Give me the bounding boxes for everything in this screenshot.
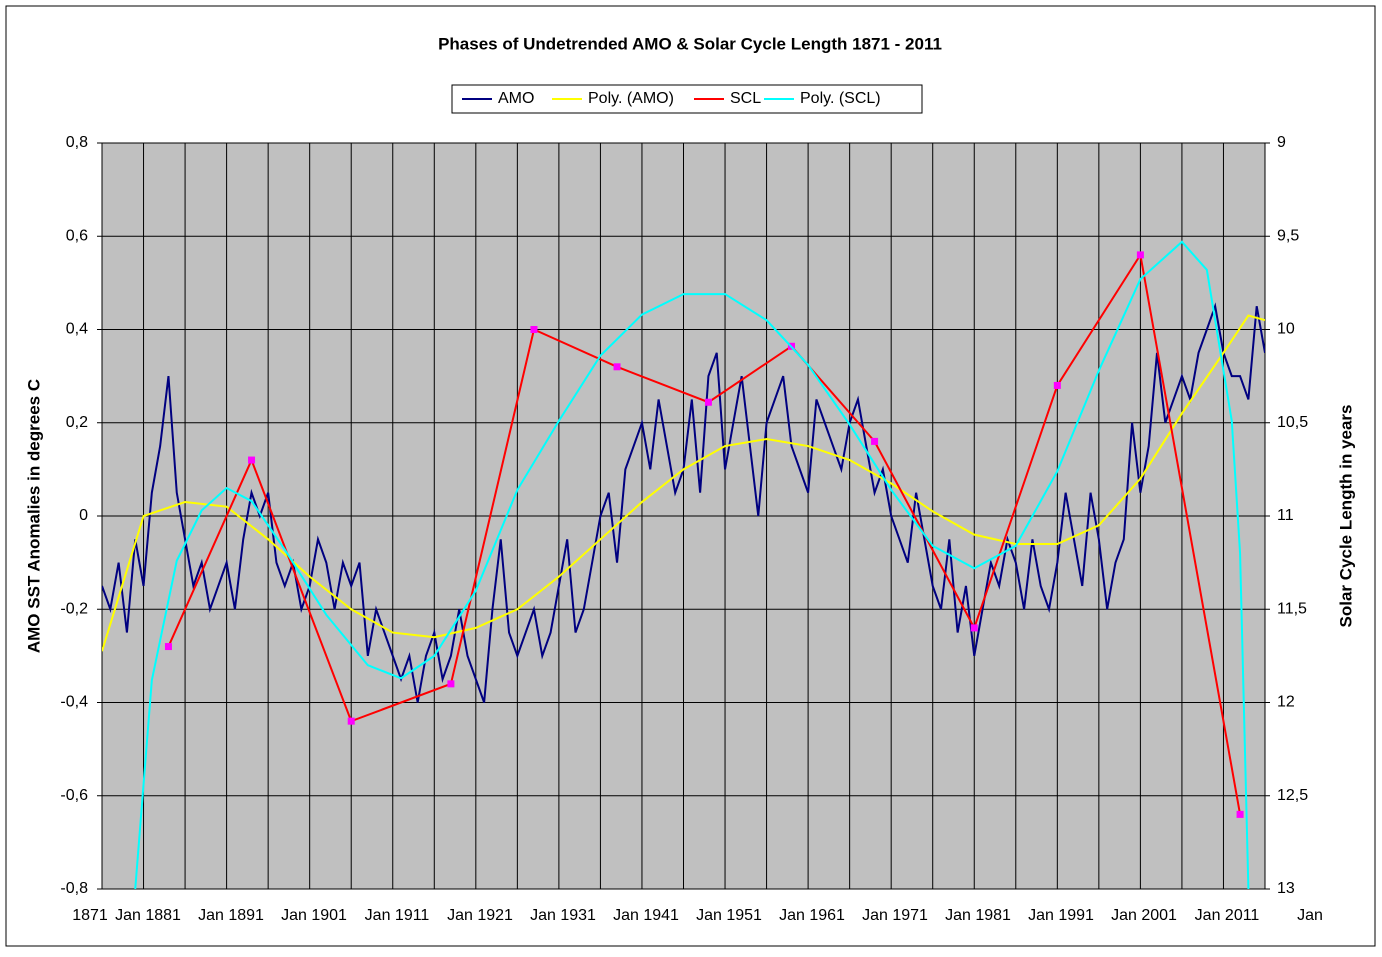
legend-label: SCL — [730, 90, 761, 107]
y2-tick-label: 12 — [1277, 694, 1295, 711]
y-tick-label: 0 — [79, 507, 88, 524]
point-marker — [1136, 251, 1144, 259]
chart-title: Phases of Undetrended AMO & Solar Cycle … — [438, 34, 942, 53]
series-line — [102, 314, 1265, 652]
point-marker — [248, 456, 256, 464]
legend-label: Poly. (AMO) — [588, 90, 674, 107]
y2-tick-label: 13 — [1277, 880, 1295, 897]
point-marker — [1053, 381, 1061, 389]
point-marker — [613, 363, 621, 371]
y2-tick-label: 12,5 — [1277, 787, 1308, 804]
x-tick-label: Jan 1901 — [281, 907, 347, 924]
y2-tick-label: 11,5 — [1277, 600, 1307, 617]
x-tick-label: Jan 1951 — [696, 907, 762, 924]
x-tick-label: Jan 1961 — [779, 907, 845, 924]
y-tick-label: -0,4 — [60, 694, 88, 711]
point-marker — [347, 717, 355, 725]
x-tick-label: Jan 1971 — [862, 907, 928, 924]
x-tick-label: Jan 1891 — [198, 907, 264, 924]
y-tick-label: 0,8 — [66, 134, 88, 151]
point-marker — [447, 680, 455, 688]
x-tick-label: Jan 1931 — [530, 907, 596, 924]
x-tick-label: Jan 1881 — [115, 907, 181, 924]
x-tick-label: Jan 1991 — [1028, 907, 1094, 924]
point-marker — [704, 398, 712, 406]
point-marker — [970, 624, 978, 632]
x-tick-label: Jan 1921 — [447, 907, 513, 924]
legend-label: AMO — [498, 90, 534, 107]
x-tick-label: 1871 — [72, 907, 108, 924]
x-tick-label: Jan 2001 — [1111, 907, 1177, 924]
y2-tick-label: 11 — [1277, 507, 1294, 524]
y2-tick-label: 9,5 — [1277, 227, 1299, 244]
y-tick-label: -0,6 — [60, 787, 88, 804]
point-marker — [530, 326, 538, 333]
x-tick-label: Jan 2011 — [1195, 907, 1260, 924]
series-layer — [102, 240, 1265, 889]
y-tick-label: -0,8 — [60, 880, 88, 897]
legend — [451, 84, 923, 114]
legend-label: Poly. (SCL) — [800, 90, 881, 107]
x-tick-label: Jan 1981 — [945, 907, 1011, 924]
y2-tick-label: 10,5 — [1277, 414, 1308, 431]
series-line — [134, 240, 1250, 889]
y2-axis-title: Solar Cycle Length in years — [1336, 405, 1355, 628]
y-tick-label: 0,6 — [66, 227, 88, 244]
point-marker — [164, 643, 172, 651]
y-tick-label: 0,4 — [66, 321, 88, 338]
y-tick-label: -0,2 — [60, 600, 88, 617]
x-tick-label: Jan 1941 — [613, 907, 679, 924]
y-axis-title: AMO SST Anomalies in degrees C — [24, 379, 43, 653]
x-tick-label: Jan — [1297, 907, 1323, 924]
x-tick-label: Jan 1911 — [365, 907, 430, 924]
y2-tick-label: 10 — [1277, 321, 1295, 338]
point-marker — [1236, 810, 1244, 818]
y2-tick-label: 9 — [1277, 134, 1286, 151]
point-marker — [871, 437, 879, 445]
y-tick-label: 0,2 — [66, 414, 88, 431]
